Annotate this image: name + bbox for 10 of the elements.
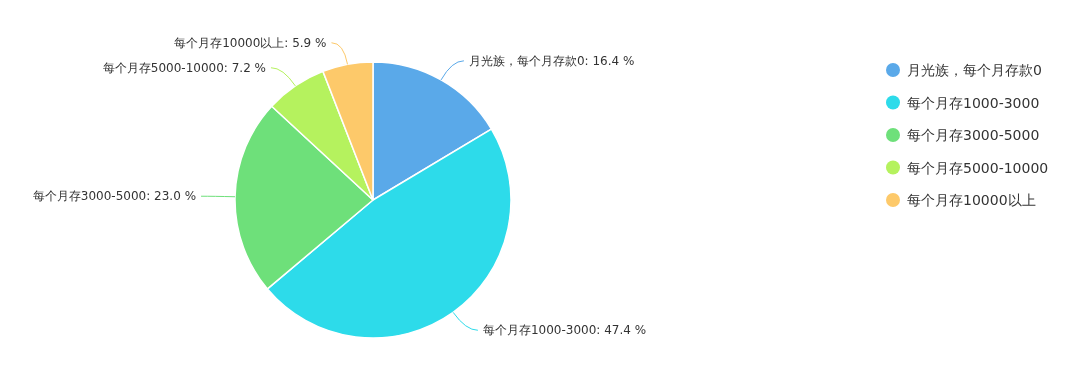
legend-label: 月光族，每个月存款0	[907, 62, 1042, 78]
data-label: 每个月存1000-3000: 47.4 %	[482, 323, 647, 338]
data-label: 月光族，每个月存款0: 16.4 %	[468, 53, 635, 68]
data-label: 每个月存3000-5000: 23.0 %	[32, 189, 197, 204]
legend-label: 每个月存10000以上	[907, 192, 1036, 208]
data-label: 每个月存5000-10000: 7.2 %	[102, 60, 266, 75]
legend-label: 每个月存1000-3000	[907, 94, 1040, 111]
legend-label: 每个月存3000-5000	[907, 127, 1040, 143]
legend-label: 每个月存5000-10000	[907, 159, 1049, 176]
data-label: 每个月存10000以上: 5.9 %	[174, 35, 327, 50]
